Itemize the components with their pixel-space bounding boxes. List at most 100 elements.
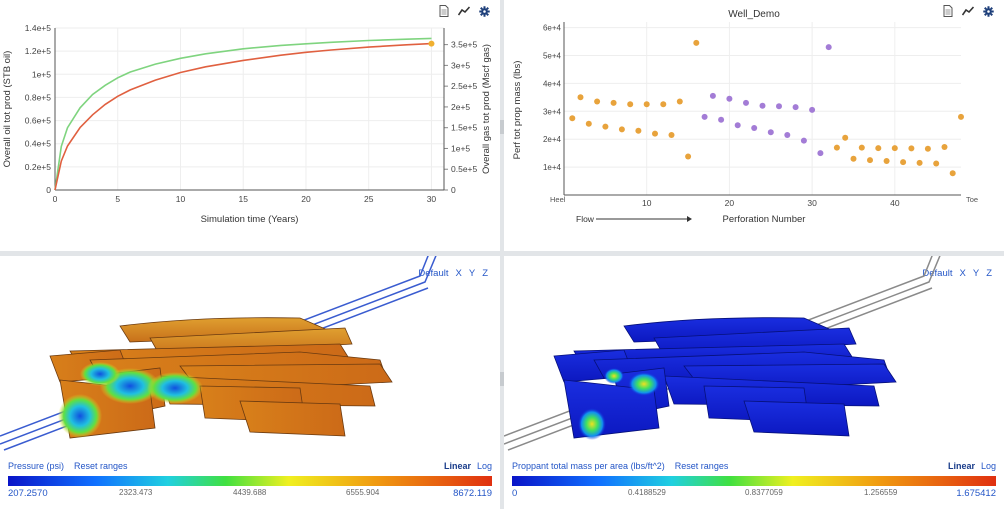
legend-min[interactable]: 0 [512,488,518,499]
x-tick-label: 10 [642,198,652,208]
y2-tick-label: 2e+5 [451,102,470,112]
scatter-point [850,155,857,162]
log-scale-button[interactable]: Log [980,461,996,471]
trend-icon[interactable] [458,6,470,16]
y2-tick-label: 2.5e+5 [451,81,478,91]
end-point-marker [428,40,435,47]
color-gradient-bar [512,476,996,486]
series-line [54,42,432,191]
flow-label: Flow [576,214,595,224]
gear-icon[interactable] [479,5,490,17]
x-tick-label: 25 [364,194,374,204]
scatter-point [767,129,774,136]
production-chart-panel: 0 5 10 15 20 25 30 0 0.2e+5 0.4e+5 0.6e+5 0.8e+5 1e+… [0,0,500,251]
scatter-point [726,95,733,102]
proppant-3d-view[interactable] [504,256,1004,456]
legend-tick: 6555.904 [346,488,380,497]
x-tick-label: 30 [427,194,437,204]
splitter-handle[interactable] [500,120,504,134]
scatter-point [875,145,882,152]
scatter-point [833,144,840,151]
scatter-point [908,145,915,152]
horizontal-splitter[interactable] [0,251,1004,256]
legend-min[interactable]: 207.2570 [8,488,48,499]
view-y-button[interactable]: Y [972,268,980,279]
view-x-button[interactable]: X [959,268,966,279]
property-label[interactable]: Proppant total mass per area (lbs/ft^2) [512,461,665,471]
scatter-point [652,130,658,137]
pressure-3d-view[interactable] [0,256,500,456]
x-tick-label: 15 [238,194,248,204]
scatter-point [618,126,625,133]
y-tick-label: 5e+4 [543,51,562,60]
scatter-point [891,145,898,152]
legend-tick: 4439.688 [233,488,267,497]
trend-icon[interactable] [962,6,974,16]
view-default-button[interactable]: Default [418,268,449,279]
linear-scale-button[interactable]: Linear [443,461,471,471]
y-tick-label: 1e+5 [32,69,51,79]
y2-tick-label: 0 [451,185,456,195]
legend-max[interactable]: 8672.119 [453,488,492,499]
scatter-point [643,101,650,108]
view-z-button[interactable]: Z [482,268,488,279]
scatter-point [916,159,923,166]
scatter-point [883,158,890,164]
reset-ranges-button[interactable]: Reset ranges [74,461,128,471]
color-legend: Pressure (psi) Reset ranges Linear Log 207… [8,461,492,509]
y-tick-label: 3e+4 [543,107,562,116]
y-tick-label: 1e+4 [543,163,562,172]
color-gradient-bar [8,476,492,486]
scatter-point [949,170,956,177]
view-x-button[interactable]: X [455,268,462,279]
gear-icon[interactable] [983,5,994,17]
view-z-button[interactable]: Z [986,268,992,279]
y-tick-label: 6e+4 [543,24,562,33]
scatter-point [585,120,592,127]
view-controls: Default X Y Z [922,268,992,279]
x-tick-label: 20 [725,198,735,208]
x-tick-label: 0 [53,194,58,204]
linear-scale-button[interactable]: Linear [947,461,975,471]
view-y-button[interactable]: Y [468,268,476,279]
y-axis-title: Perf tot prop mass (lbs) [512,61,523,160]
chart-toolbar [439,5,490,17]
legend-tick: 0.8377059 [745,488,783,497]
toe-label: Toe [966,195,978,204]
scatter-point [817,150,824,157]
scatter-point [734,122,741,129]
legend-max[interactable]: 1.675412 [956,488,996,499]
scatter-point [610,99,617,106]
y-tick-label: 1.2e+5 [25,46,52,56]
scatter-point [577,94,584,101]
y-tick-label: 2e+4 [543,135,562,144]
y2-tick-label: 1e+5 [451,143,470,153]
property-label[interactable]: Pressure (psi) [8,461,65,471]
production-chart: 0 5 10 15 20 25 30 0 0.2e+5 0.4e+5 0.6e+5 0.8e+5 1e+… [2,23,492,225]
scatter-point [858,144,865,151]
scatter-point [958,113,964,120]
y-tick-label: 0.6e+5 [25,116,52,126]
splitter-handle[interactable] [500,372,504,386]
proppant-3d-panel: Default X Y Z [504,256,1004,509]
color-legend: Proppant total mass per area (lbs/ft^2) R… [512,461,996,509]
view-default-button[interactable]: Default [922,268,953,279]
y2-tick-label: 1.5e+5 [451,123,478,133]
scatter-point [743,99,749,106]
legend-tick: 2323.473 [119,488,153,497]
scatter-point [776,103,782,110]
scatter-point [900,159,907,166]
scatter-point [809,106,816,113]
x-tick-label: 5 [115,194,120,204]
scatter-point [792,104,799,111]
reset-ranges-button[interactable]: Reset ranges [674,461,729,471]
y-tick-label: 0.8e+5 [25,92,52,102]
perforation-chart-panel: Well_Demo 10 20 30 40 1e+4 2e+4 3e+4 4e+4 5e+4 6e… [504,0,1004,251]
document-icon[interactable] [943,5,953,17]
y2-tick-label: 3.5e+5 [451,40,478,50]
chart-title: Well_Demo [728,9,780,20]
scatter-point [933,160,940,167]
legend-tick: 0.4188529 [628,488,666,497]
document-icon[interactable] [439,5,449,17]
log-scale-button[interactable]: Log [476,461,492,471]
